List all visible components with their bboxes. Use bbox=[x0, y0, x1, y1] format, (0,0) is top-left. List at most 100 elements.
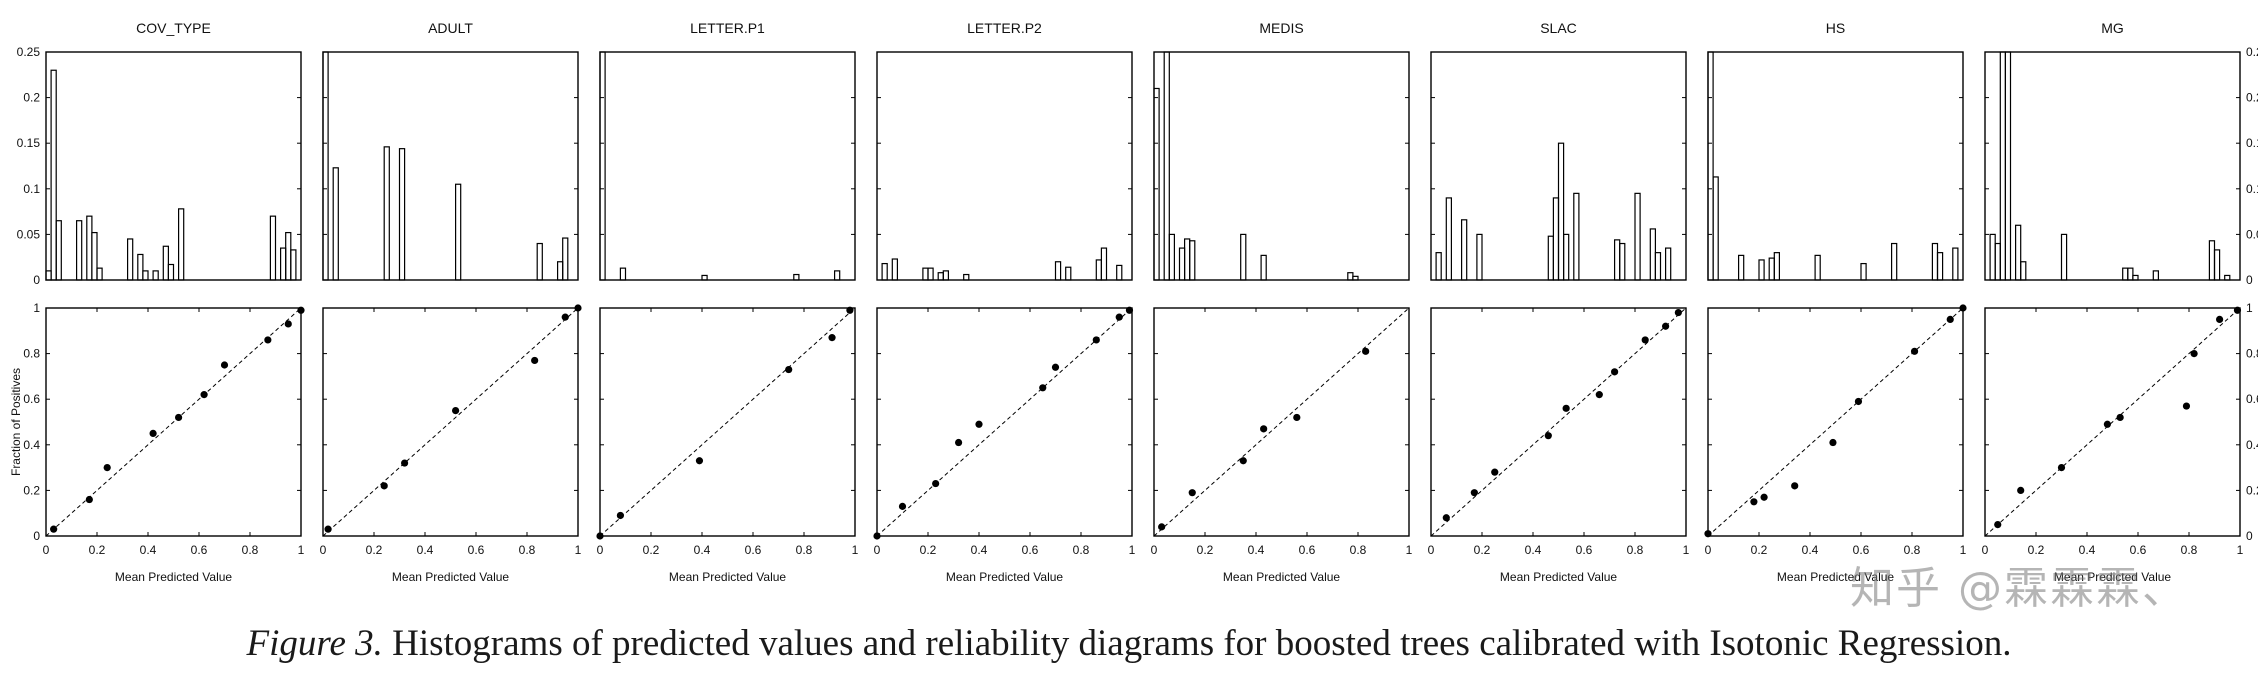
histogram-y-tick-label: 0.1 bbox=[2246, 182, 2258, 196]
reliability-x-tick-label: 0.8 bbox=[2181, 543, 2198, 557]
histogram-bar bbox=[1989, 233, 1996, 281]
diagonal-reference-line bbox=[1430, 307, 1687, 537]
histogram-y-tick-label: 0 bbox=[2246, 273, 2253, 287]
reliability-point bbox=[175, 413, 183, 422]
histogram-bar bbox=[332, 167, 339, 281]
reliability-x-tick-label: 0.8 bbox=[519, 543, 536, 557]
histogram-frame bbox=[876, 51, 1133, 281]
reliability-point bbox=[1791, 482, 1799, 490]
reliability-point bbox=[1910, 347, 1919, 355]
histogram-bar bbox=[1952, 247, 1959, 281]
histogram-frame bbox=[1153, 51, 1410, 281]
histogram-bar bbox=[91, 231, 98, 281]
histogram-frame bbox=[1707, 51, 1964, 281]
histogram-bar bbox=[1634, 192, 1641, 281]
histogram-bar bbox=[1260, 254, 1267, 281]
reliability-x-tick-label: 0.6 bbox=[1022, 543, 1039, 557]
histogram-bar bbox=[178, 208, 185, 281]
reliability-point bbox=[2182, 402, 2191, 410]
reliability-x-tick-label: 0.2 bbox=[1751, 543, 1768, 557]
histogram-bar bbox=[1116, 264, 1123, 281]
reliability-point bbox=[1158, 523, 1166, 531]
reliability-y-tick-label: 0.8 bbox=[2246, 347, 2258, 361]
histogram-bar bbox=[1654, 252, 1662, 281]
histogram-bar bbox=[290, 249, 297, 281]
reliability-frame bbox=[322, 307, 579, 537]
histogram-bar bbox=[1189, 240, 1196, 281]
x-axis-label: Mean Predicted Value bbox=[1777, 570, 1895, 584]
reliability-point bbox=[401, 459, 409, 467]
reliability-point bbox=[1829, 438, 1837, 447]
reliability-y-tick-label: 0.6 bbox=[2246, 392, 2258, 406]
histogram-bar bbox=[1994, 242, 2001, 281]
reliability-point bbox=[284, 320, 292, 328]
reliability-point bbox=[561, 313, 569, 321]
reliability-x-tick-label: 1 bbox=[298, 543, 305, 557]
reliability-y-tick-label: 1 bbox=[33, 301, 40, 315]
reliability-x-tick-label: 1 bbox=[1683, 543, 1690, 557]
histogram-bar bbox=[1460, 219, 1468, 281]
reliability-x-tick-label: 1 bbox=[852, 543, 859, 557]
reliability-x-tick-label: 0 bbox=[874, 543, 881, 557]
histogram-bar bbox=[1153, 87, 1160, 281]
histogram-y-tick-label: 0 bbox=[33, 273, 40, 287]
histogram-bar bbox=[1758, 259, 1765, 281]
panel-title: ADULT bbox=[428, 20, 473, 36]
histogram-frame bbox=[599, 51, 856, 281]
reliability-x-tick-label: 0.4 bbox=[1802, 543, 1819, 557]
histogram-bar bbox=[562, 237, 569, 281]
reliability-x-tick-label: 0 bbox=[1428, 543, 1435, 557]
histogram-bar bbox=[1100, 247, 1108, 281]
reliability-x-tick-label: 0.2 bbox=[89, 543, 106, 557]
reliability-x-tick-label: 0.4 bbox=[2079, 543, 2096, 557]
diagonal-reference-line bbox=[599, 307, 856, 537]
reliability-x-tick-label: 0.2 bbox=[643, 543, 660, 557]
histogram-bar bbox=[75, 220, 83, 281]
reliability-x-tick-label: 0.8 bbox=[1073, 543, 1090, 557]
histogram-y-tick-label: 0.2 bbox=[23, 91, 40, 105]
reliability-point bbox=[1544, 432, 1552, 440]
histogram-bar bbox=[1664, 247, 1672, 281]
histogram-bar bbox=[322, 51, 329, 281]
reliability-point bbox=[1188, 489, 1196, 497]
reliability-point bbox=[1239, 457, 1247, 465]
histogram-bar bbox=[1707, 51, 1714, 281]
histogram-bar bbox=[1773, 252, 1781, 281]
histogram-bar bbox=[2127, 267, 2134, 281]
histogram-bar bbox=[285, 231, 292, 281]
reliability-point bbox=[2190, 350, 2198, 358]
reliability-point bbox=[2216, 315, 2224, 323]
histogram-bar bbox=[1860, 262, 1867, 281]
reliability-frame bbox=[1707, 307, 1964, 537]
histogram-bar bbox=[2208, 240, 2216, 281]
histogram-bar bbox=[1768, 257, 1775, 281]
histogram-bar bbox=[1178, 247, 1186, 281]
reliability-point bbox=[1092, 336, 1100, 344]
reliability-point bbox=[380, 482, 388, 490]
reliability-x-tick-label: 0.6 bbox=[468, 543, 485, 557]
reliability-x-tick-label: 0.2 bbox=[366, 543, 383, 557]
histogram-bar bbox=[1649, 228, 1657, 281]
histogram-bar bbox=[1095, 259, 1103, 281]
figure-caption: Figure 3. Histograms of predicted values… bbox=[0, 622, 2258, 665]
reliability-x-tick-label: 0 bbox=[597, 543, 604, 557]
histogram-frame bbox=[45, 51, 302, 281]
reliability-y-tick-label: 0.4 bbox=[23, 438, 40, 452]
reliability-y-tick-label: 0.2 bbox=[2246, 483, 2258, 497]
histogram-bar bbox=[1552, 197, 1560, 281]
y-axis-label: Fraction of Positives bbox=[9, 368, 23, 476]
histogram-bar bbox=[1547, 235, 1555, 281]
histogram-bar bbox=[937, 272, 944, 281]
reliability-x-tick-label: 0.4 bbox=[1525, 543, 1542, 557]
histogram-bar bbox=[455, 183, 462, 281]
histogram-bar bbox=[86, 215, 93, 281]
reliability-point bbox=[1994, 521, 2002, 529]
histogram-y-tick-label: 0.15 bbox=[2246, 136, 2258, 150]
histogram-bar bbox=[1163, 51, 1170, 281]
histogram-bar bbox=[2132, 274, 2139, 281]
reliability-y-tick-label: 0 bbox=[33, 529, 40, 543]
reliability-frame bbox=[1153, 307, 1410, 537]
histogram-bar bbox=[142, 270, 149, 281]
reliability-frame bbox=[599, 307, 856, 537]
reliability-point bbox=[324, 525, 332, 533]
